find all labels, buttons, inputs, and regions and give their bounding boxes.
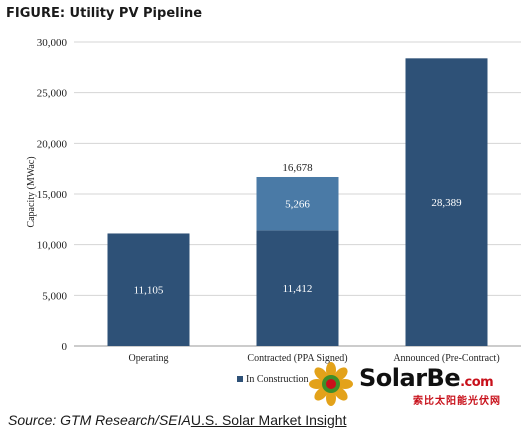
data-label: 11,105 — [134, 285, 164, 297]
x-tick-label: Operating — [129, 353, 169, 364]
x-tick-label: Contracted (PPA Signed) — [247, 353, 347, 364]
figure-title: FIGURE: Utility PV Pipeline — [6, 6, 203, 21]
watermark-subtitle: 索比太阳能光伏网 — [413, 396, 501, 407]
data-label: 11,412 — [283, 283, 313, 295]
x-tick-label: Announced (Pre-Contract) — [393, 353, 499, 364]
watermark: SolarBe.com 索比太阳能光伏网 — [305, 362, 520, 407]
source-prefix: Source: GTM Research/SEIA — [8, 412, 191, 428]
y-tick-label: 5,000 — [42, 290, 67, 302]
legend-swatch — [237, 376, 243, 382]
data-label: 28,389 — [431, 197, 462, 209]
y-tick-label: 0 — [62, 341, 68, 353]
bar-segment — [256, 176, 339, 231]
y-tick-label: 25,000 — [37, 88, 68, 100]
bars: 11,105 11,412 5,266 16,678 28,389 — [107, 58, 488, 346]
data-label: 5,266 — [285, 199, 310, 211]
y-axis-label: Capacity (MWac) — [26, 156, 37, 227]
y-tick-labels: 0 5,000 10,000 15,000 20,000 25,000 30,000 — [37, 37, 68, 353]
source-report: U.S. Solar Market Insight — [190, 412, 347, 428]
bar-segment — [256, 230, 339, 346]
y-tick-label: 10,000 — [37, 240, 68, 252]
legend-label: In Construction — [246, 374, 309, 385]
source-note: Source: GTM Research/SEIAU.S. Solar Mark… — [8, 412, 346, 428]
bar-segment — [107, 233, 190, 346]
watermark-brand: SolarBe.com — [359, 364, 494, 392]
sunflower-logo-icon — [309, 362, 353, 406]
legend: In Construction — [237, 374, 309, 385]
y-tick-label: 20,000 — [37, 138, 68, 150]
x-tick-labels: Operating Contracted (PPA Signed) Announce… — [129, 353, 500, 364]
total-label: 16,678 — [282, 162, 313, 174]
bar-segment — [405, 58, 488, 346]
y-tick-label: 30,000 — [37, 37, 68, 49]
y-tick-label: 15,000 — [37, 189, 68, 201]
